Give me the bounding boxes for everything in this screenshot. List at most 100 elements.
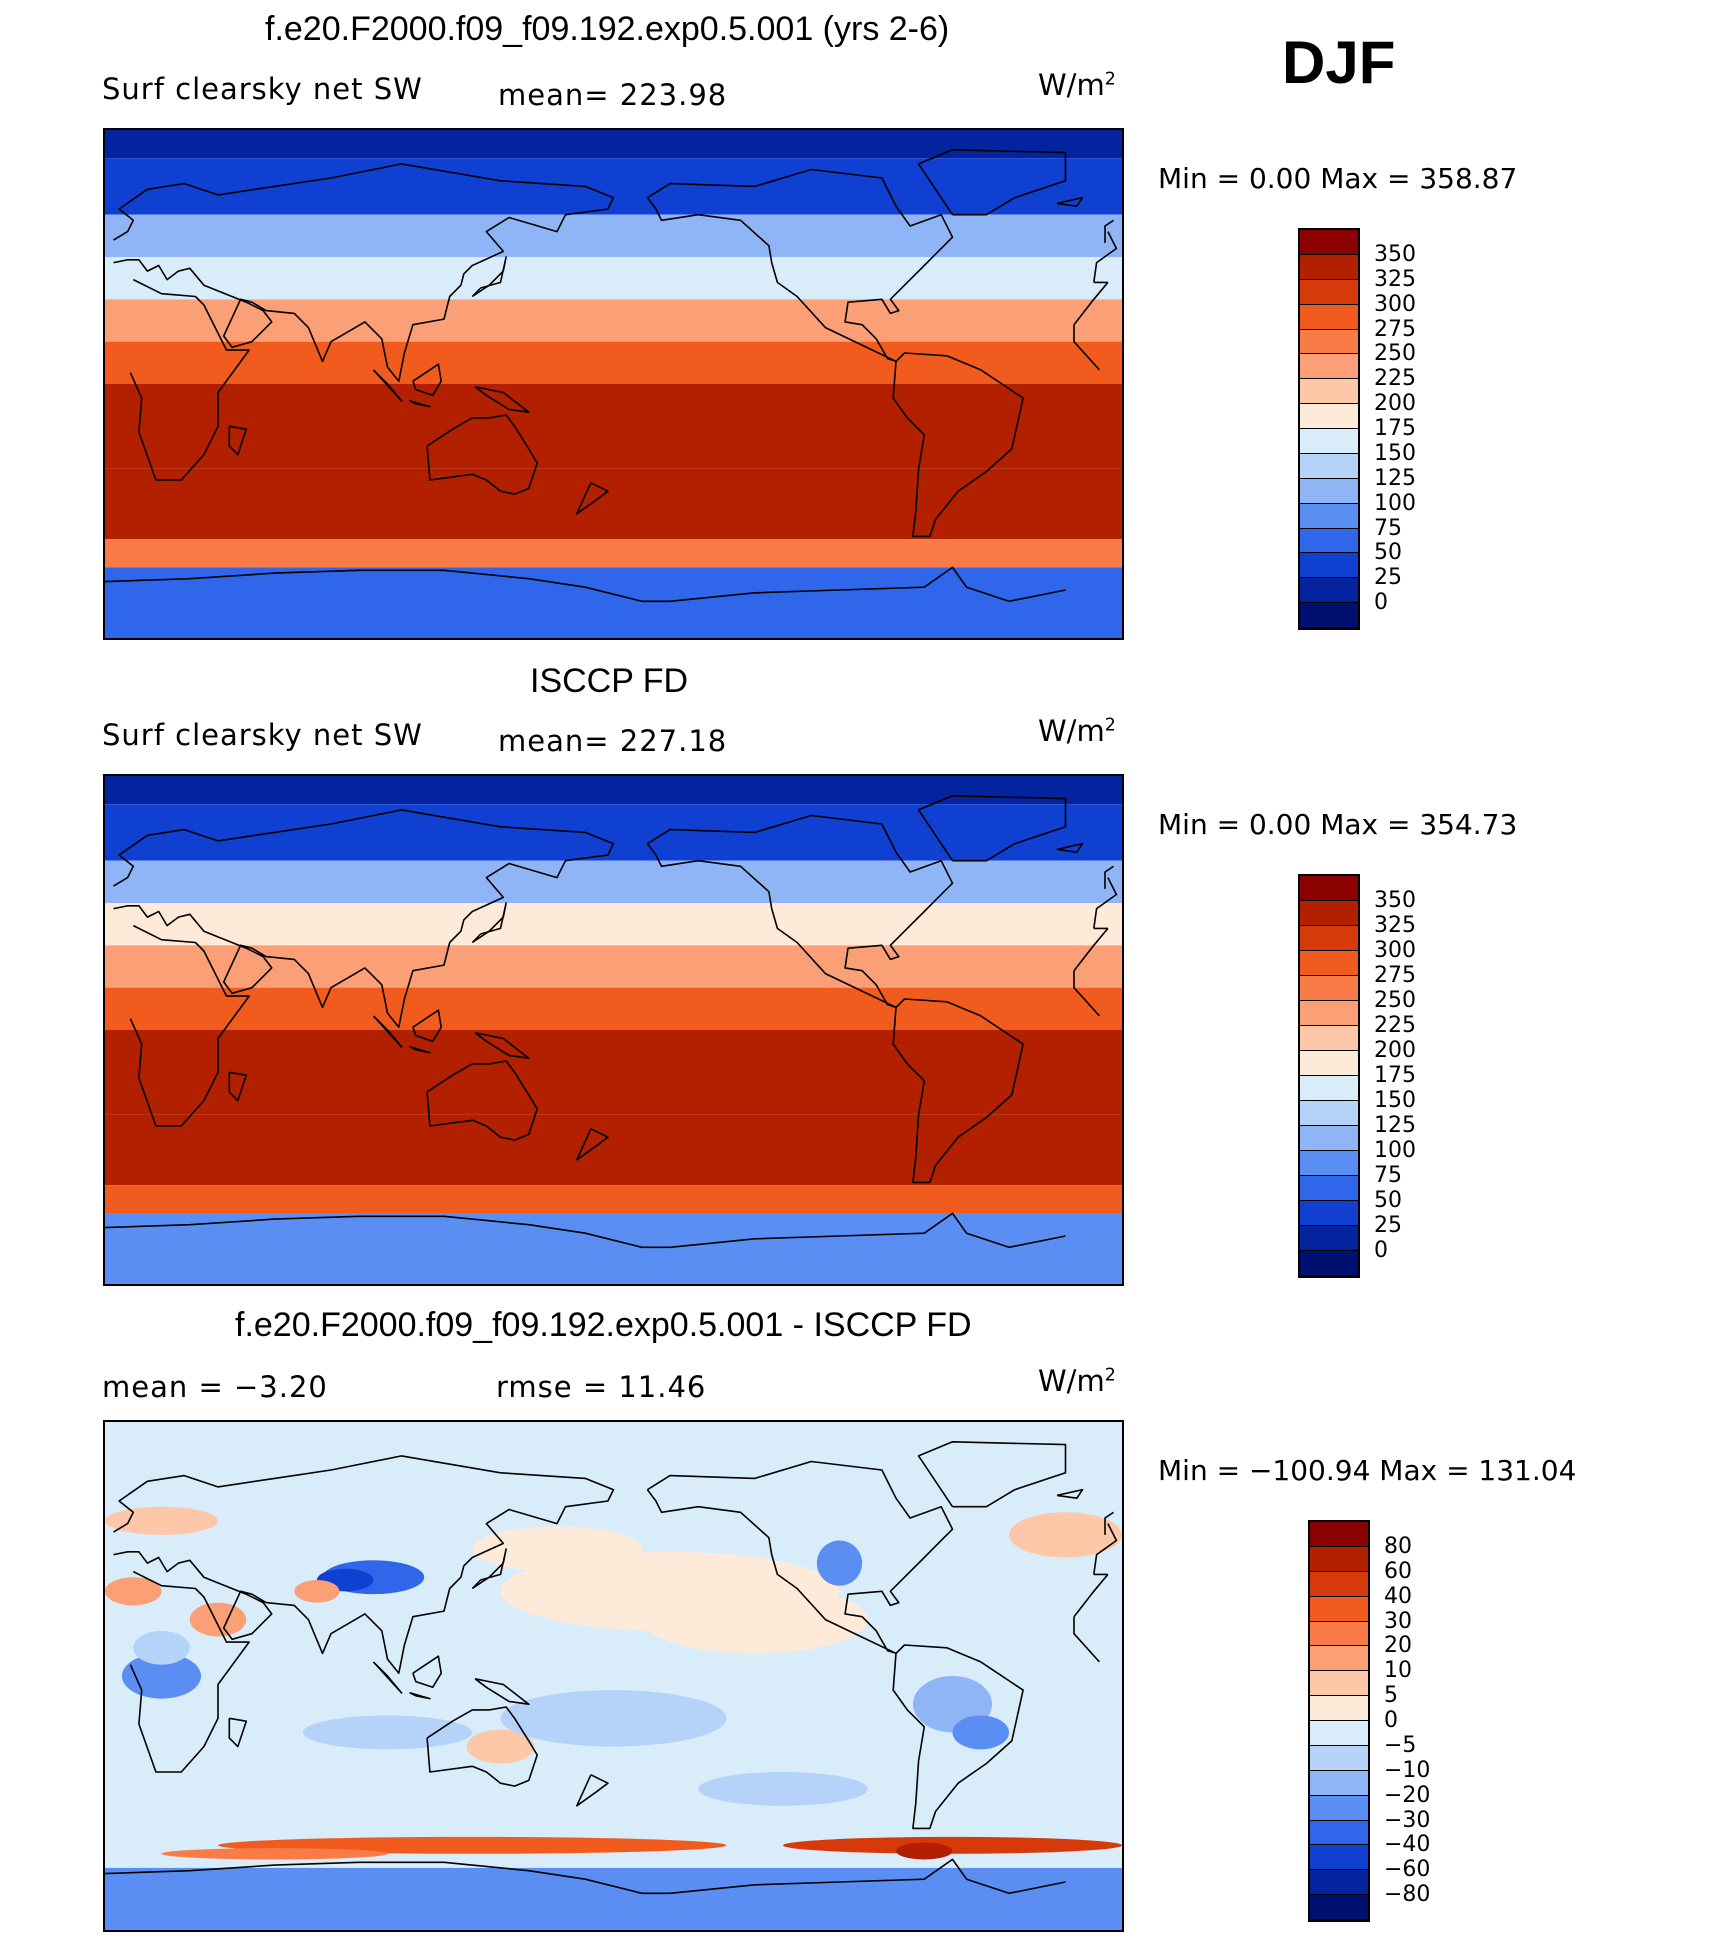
colorbar-tick-label: 0 xyxy=(1374,590,1388,616)
coastline xyxy=(409,1692,431,1700)
panel-3-colorbar: 80 60 40 30 20 10 5 0 −5 −10 −20 −30 −40 −60 −80 xyxy=(1308,1520,1430,1922)
colorbar-tick-label: 200 xyxy=(1374,391,1416,417)
colorbar-tick-label: 175 xyxy=(1374,416,1416,441)
colorbar-tick-label: 25 xyxy=(1374,565,1402,591)
zonal-band xyxy=(105,567,1122,638)
colorbar-tick-label: −5 xyxy=(1384,1732,1417,1758)
colorbar-swatch xyxy=(1310,1845,1368,1871)
colorbar-swatch xyxy=(1300,329,1358,355)
colorbar-tick-label: −20 xyxy=(1384,1782,1431,1808)
colorbar-swatch xyxy=(1310,1571,1368,1597)
zonal-band xyxy=(105,1213,1122,1284)
panel-1-minmax: Min = 0.00 Max = 358.87 xyxy=(1158,162,1518,195)
colorbar-tick-label: −10 xyxy=(1384,1757,1431,1783)
panel-2-variable-label: Surf clearsky net SW xyxy=(102,718,423,752)
colorbar-swatch xyxy=(1300,1151,1358,1176)
anomaly-region xyxy=(105,1577,162,1606)
zonal-band xyxy=(105,468,1122,540)
coastline xyxy=(105,1212,1066,1249)
coastline xyxy=(917,149,1067,216)
colorbar-swatch xyxy=(1300,1176,1358,1201)
coastline xyxy=(129,1570,1109,1773)
colorbar-tick-label: 150 xyxy=(1374,440,1416,466)
antarctic-field xyxy=(105,1867,1122,1930)
colorbar-tick-label: 150 xyxy=(1374,1088,1416,1113)
colorbar-swatch xyxy=(1300,1226,1358,1251)
anomaly-region xyxy=(302,1715,473,1750)
colorbar-swatch xyxy=(1310,1770,1368,1796)
coastline xyxy=(917,795,1067,862)
coastline xyxy=(646,1460,954,1655)
colorbar-tick-label: 5 xyxy=(1384,1683,1398,1709)
anomaly-region xyxy=(952,1715,1009,1750)
panel-3-units: W/m2 xyxy=(1038,1364,1116,1398)
coastline xyxy=(576,1128,609,1161)
anomaly-region xyxy=(816,1540,863,1586)
colorbar-tick-label: 75 xyxy=(1374,1163,1402,1188)
panel-1-map xyxy=(103,128,1124,640)
colorbar-swatch xyxy=(1310,1745,1368,1771)
colorbar-tick-label: −60 xyxy=(1384,1857,1431,1883)
coastline xyxy=(372,1661,403,1694)
colorbar-swatch xyxy=(1300,926,1358,951)
colorbar-swatch xyxy=(1300,1101,1358,1126)
anomaly-region xyxy=(466,1729,535,1764)
anomaly-region xyxy=(105,1506,218,1535)
colorbar-swatch xyxy=(1300,1001,1358,1026)
panel-1-mean-label: mean= 223.98 xyxy=(498,78,728,112)
panel-1-title: f.e20.F2000.f09_f09.192.exp0.5.001 (yrs … xyxy=(265,10,950,48)
colorbar-swatch xyxy=(1310,1621,1368,1647)
panel-3-title: f.e20.F2000.f09_f09.192.exp0.5.001 - ISC… xyxy=(235,1306,972,1344)
colorbar-swatch xyxy=(1300,876,1358,901)
zonal-band xyxy=(105,1030,1122,1115)
coastline xyxy=(228,1717,248,1748)
coastline xyxy=(471,902,507,944)
colorbar-tick-label: 225 xyxy=(1374,1013,1416,1038)
colorbar-swatch xyxy=(1310,1522,1368,1547)
coastline xyxy=(471,1548,507,1590)
panel-3-map xyxy=(103,1420,1124,1932)
colorbar-swatch xyxy=(1300,478,1358,504)
zonal-band xyxy=(105,214,1122,257)
colorbar-tick-label: 75 xyxy=(1374,515,1402,541)
panel-1-colorbar: 350 325 300 275 250 225 200 175 150 125 100 75 50 25 0 xyxy=(1298,228,1416,630)
colorbar-swatch xyxy=(1300,304,1358,330)
colorbar-tick-label: 0 xyxy=(1374,1238,1388,1263)
colorbar-tick-label: 300 xyxy=(1374,291,1416,317)
colorbar-tick-label: 250 xyxy=(1374,341,1416,367)
colorbar-swatch xyxy=(1300,528,1358,554)
panel-1-units: W/m2 xyxy=(1038,68,1116,102)
colorbar-tick-label: −40 xyxy=(1384,1832,1431,1858)
coastline xyxy=(105,1858,1066,1895)
colorbar-swatch xyxy=(1300,1051,1358,1076)
colorbar-swatch xyxy=(1310,1795,1368,1821)
coastline xyxy=(474,1032,530,1059)
zonal-band xyxy=(105,945,1122,988)
zonal-band xyxy=(105,341,1122,384)
coastline xyxy=(113,1455,1118,1674)
colorbar-tick-label: 200 xyxy=(1374,1038,1416,1063)
panel-3-field xyxy=(105,1422,1122,1930)
panel-2-colorbar: 350 325 300 275 250 225 200 175 150 125 100 75 50 25 0 xyxy=(1298,874,1416,1278)
anomaly-region xyxy=(133,1630,190,1665)
panel-3-minmax: Min = −100.94 Max = 131.04 xyxy=(1158,1454,1577,1487)
zonal-band xyxy=(105,384,1122,469)
coastline xyxy=(372,1015,403,1048)
zonal-band xyxy=(105,299,1122,342)
colorbar-swatch xyxy=(1300,1201,1358,1226)
colorbar-tick-label: −80 xyxy=(1384,1882,1431,1908)
colorbar-tick-label: 175 xyxy=(1374,1063,1416,1088)
colorbar-swatch xyxy=(1300,230,1358,255)
colorbar-swatch xyxy=(1310,1546,1368,1572)
zonal-band xyxy=(105,257,1122,300)
anomaly-region xyxy=(641,1585,868,1654)
colorbar-swatch xyxy=(1300,951,1358,976)
zonal-band xyxy=(105,860,1122,903)
colorbar-tick-label: 40 xyxy=(1384,1583,1412,1609)
coastline xyxy=(228,425,248,456)
colorbar-swatch xyxy=(1300,354,1358,380)
colorbar-swatch xyxy=(1310,1596,1368,1622)
colorbar-tick-label: 275 xyxy=(1374,963,1416,988)
anomaly-region xyxy=(294,1580,340,1603)
colorbar-tick-label: 80 xyxy=(1384,1533,1412,1559)
